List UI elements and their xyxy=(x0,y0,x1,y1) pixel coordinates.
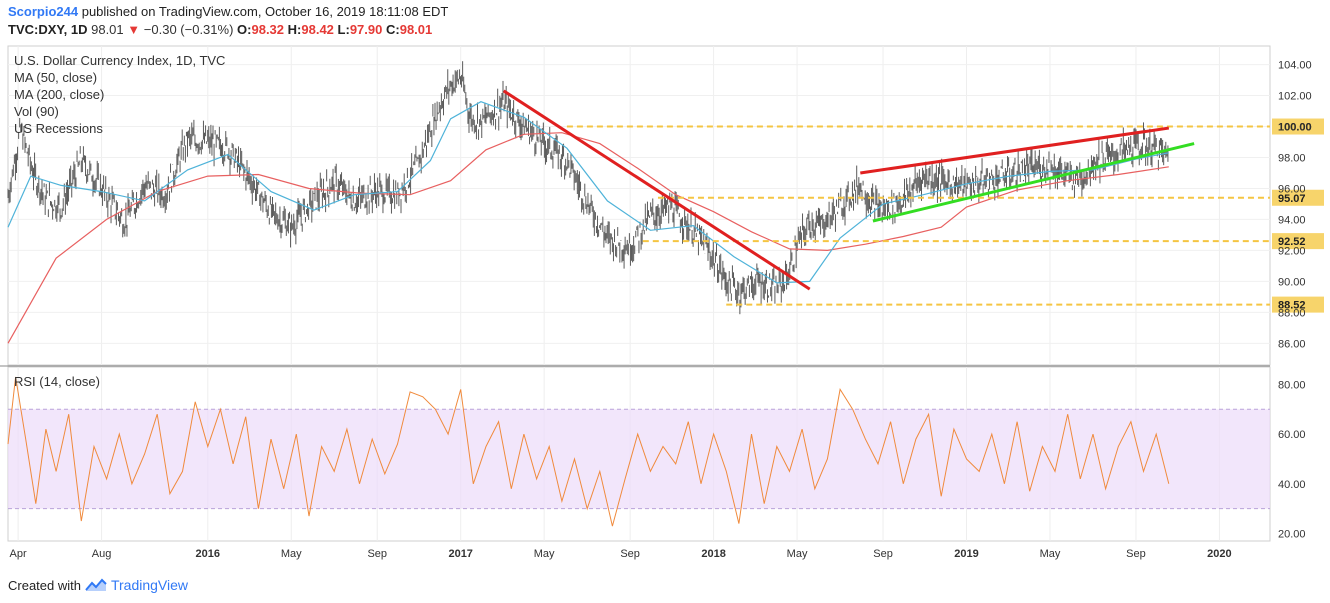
published-text: published on TradingView.com, October 16… xyxy=(81,4,449,19)
price-tick-label: 104.00 xyxy=(1278,60,1312,72)
time-tick-label: Aug xyxy=(92,548,112,560)
rsi-tick-label: 60.00 xyxy=(1278,429,1306,441)
close-value: 98.01 xyxy=(399,22,433,37)
close-label: C: xyxy=(386,22,400,37)
price-tick-label: 90.00 xyxy=(1278,276,1306,288)
price-tick-label: 92.00 xyxy=(1278,245,1306,257)
low-label: L: xyxy=(337,22,350,37)
time-tick-label: May xyxy=(534,548,555,560)
time-tick-label: Sep xyxy=(873,548,893,560)
interval: 1D xyxy=(70,22,88,37)
high-label: H: xyxy=(287,22,302,37)
chart-title: U.S. Dollar Currency Index, 1D, TVC xyxy=(14,53,225,68)
author-link[interactable]: Scorpio244 xyxy=(8,4,79,19)
price-tick-label: 102.00 xyxy=(1278,91,1312,103)
time-tick-label: May xyxy=(787,548,808,560)
level-label-badge xyxy=(1272,189,1324,206)
time-tick-label: May xyxy=(1040,548,1061,560)
price-tick-label: 96.00 xyxy=(1278,183,1306,195)
level-label: 88.52 xyxy=(1278,300,1306,312)
publish-info: Scorpio244 published on TradingView.com,… xyxy=(8,4,448,19)
price-tick-label: 88.00 xyxy=(1278,307,1306,319)
time-tick-label: May xyxy=(281,548,302,560)
ma200-line xyxy=(7,132,1169,344)
level-label-badge xyxy=(1272,296,1324,313)
tradingview-link[interactable]: TradingView xyxy=(110,577,189,593)
time-tick-label: 2017 xyxy=(448,548,472,560)
rsi-tick-label: 20.00 xyxy=(1278,529,1306,541)
price-tick-label: 94.00 xyxy=(1278,214,1306,226)
time-tick-label: 2018 xyxy=(701,548,725,560)
green-trendline xyxy=(872,142,1195,223)
time-tick-label: Sep xyxy=(367,548,387,560)
rsi-tick-label: 40.00 xyxy=(1278,479,1306,491)
last-price: 98.01 xyxy=(91,22,124,37)
price-tick-label: 100.00 xyxy=(1278,122,1312,134)
time-tick-label: 2016 xyxy=(196,548,220,560)
down-arrow-icon: ▼ xyxy=(127,22,141,37)
symbol-name: TVC:DXY xyxy=(8,22,64,37)
time-tick-label: Sep xyxy=(620,548,640,560)
ma200-legend[interactable]: MA (200, close) xyxy=(14,87,104,102)
level-label-badge xyxy=(1272,233,1324,250)
symbol-quote-line: TVC:DXY, 1D 98.01 ▼ −0.30 (−0.31%) O:98.… xyxy=(8,22,433,37)
low-value: 97.90 xyxy=(349,22,383,37)
level-label: 92.52 xyxy=(1278,236,1306,248)
red-trendline xyxy=(502,89,811,291)
open-label: O: xyxy=(237,22,252,37)
level-label: 95.07 xyxy=(1278,193,1306,205)
time-tick-label: Apr xyxy=(10,548,27,560)
tradingview-logo-icon xyxy=(85,578,107,591)
price-tick-label: 86.00 xyxy=(1278,338,1306,350)
red-trendline xyxy=(860,126,1170,175)
ma50-legend[interactable]: MA (50, close) xyxy=(14,70,97,85)
price-pane-frame xyxy=(7,45,1271,366)
price-change: −0.30 (−0.31%) xyxy=(143,22,234,37)
time-tick-label: 2019 xyxy=(954,548,978,560)
footer: Created with TradingView xyxy=(8,577,188,593)
rsi-line xyxy=(7,376,1170,527)
rsi-legend[interactable]: RSI (14, close) xyxy=(14,374,100,389)
rsi-band xyxy=(8,409,1270,509)
high-value: 98.42 xyxy=(301,22,334,37)
volume-legend[interactable]: Vol (90) xyxy=(14,104,59,119)
ma50-line xyxy=(7,101,1169,284)
rsi-tick-label: 80.00 xyxy=(1278,379,1306,391)
open-value: 98.32 xyxy=(251,22,285,37)
price-tick-label: 98.00 xyxy=(1278,152,1306,164)
level-label: 100.00 xyxy=(1278,122,1312,134)
time-tick-label: Sep xyxy=(1126,548,1146,560)
recessions-legend[interactable]: US Recessions xyxy=(14,121,103,136)
created-with-text: Created with xyxy=(8,577,81,593)
level-label-badge xyxy=(1272,118,1324,135)
time-tick-label: 2020 xyxy=(1207,548,1231,560)
